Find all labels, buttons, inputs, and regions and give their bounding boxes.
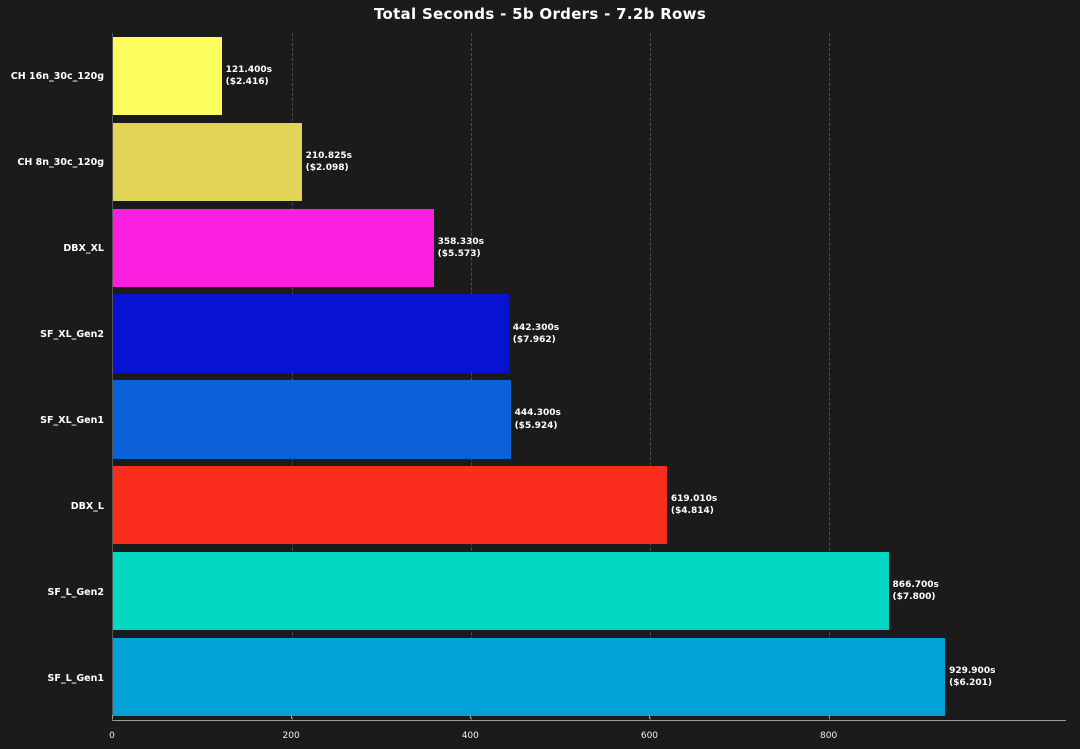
bar[interactable] xyxy=(113,552,889,631)
category-label: CH 16n_30c_120g xyxy=(10,70,104,82)
cost-label: ($5.924) xyxy=(514,420,558,431)
bar[interactable] xyxy=(113,466,667,545)
x-tick-mark xyxy=(828,715,830,719)
x-tick-mark xyxy=(112,715,113,719)
bar-row: 210.825s ($2.098) xyxy=(113,119,1066,205)
seconds-label: 444.300s xyxy=(514,408,561,419)
category-label: DBX_L xyxy=(70,500,104,512)
x-tick-mark xyxy=(291,715,293,719)
cost-label: ($7.962) xyxy=(512,334,556,345)
bar-row: 619.010s ($4.814) xyxy=(113,462,1066,548)
value-label: 442.300s ($7.962) xyxy=(513,321,559,345)
bar[interactable] xyxy=(113,637,946,717)
x-tick-label: 800 xyxy=(820,731,838,741)
seconds-label: 929.900s xyxy=(949,665,996,676)
bar-row: 444.300s ($5.924) xyxy=(113,377,1066,463)
x-axis-ticks: 0 200 400 600 800 xyxy=(109,715,1066,743)
y-axis-labels: CH 16n_30c_120g CH 8n_30c_120g DBX_XL SF_XL… xyxy=(0,33,104,721)
gridline-x-200 xyxy=(291,33,293,720)
x-tick-label: 0 xyxy=(109,731,115,741)
x-tick-label: 600 xyxy=(640,731,659,741)
bar-row: 121.400s ($2.416) xyxy=(113,33,1066,119)
value-label: 444.300s ($5.924) xyxy=(515,407,561,431)
value-label: 210.825s ($2.098) xyxy=(306,150,352,174)
bar[interactable] xyxy=(113,294,509,373)
bar-row: 929.900s ($6.201) xyxy=(113,634,1066,720)
bar-row: 442.300s ($7.962) xyxy=(113,291,1066,377)
plot-area: 121.400s ($2.416) 210.825s ($2.098) 358.330s… xyxy=(112,33,1066,721)
value-label: 358.330s ($5.573) xyxy=(438,236,484,260)
cost-label: ($4.814) xyxy=(670,506,714,517)
x-tick-mark xyxy=(470,715,472,719)
bar-row: 358.330s ($5.573) xyxy=(113,205,1066,291)
gridline-x-800 xyxy=(828,33,830,720)
seconds-label: 358.330s xyxy=(437,236,484,247)
seconds-label: 866.700s xyxy=(892,580,939,591)
category-label: SF_L_Gen1 xyxy=(47,672,105,684)
value-label: 866.700s ($7.800) xyxy=(893,579,939,603)
seconds-label: 210.825s xyxy=(305,150,352,161)
value-label: 929.900s ($6.201) xyxy=(949,665,995,689)
cost-label: ($7.800) xyxy=(892,592,936,603)
category-label: SF_XL_Gen1 xyxy=(40,414,104,426)
seconds-label: 121.400s xyxy=(225,64,272,75)
bar[interactable] xyxy=(113,36,222,116)
bar[interactable] xyxy=(113,380,511,459)
x-tick-label: 200 xyxy=(282,731,300,741)
cost-label: ($6.201) xyxy=(949,678,993,689)
gridline-x-600 xyxy=(649,33,651,720)
bar[interactable] xyxy=(113,122,302,201)
gridline-x-400 xyxy=(470,33,472,720)
cost-label: ($2.098) xyxy=(305,162,349,173)
value-label: 121.400s ($2.416) xyxy=(226,64,272,88)
chart-title: Total Seconds - 5b Orders - 7.2b Rows xyxy=(373,5,707,23)
seconds-label: 442.300s xyxy=(512,322,560,333)
bar-row: 866.700s ($7.800) xyxy=(113,548,1066,634)
x-tick-mark xyxy=(649,715,651,719)
category-label: CH 8n_30c_120g xyxy=(17,156,104,168)
x-tick-label: 400 xyxy=(461,731,479,741)
category-label: SF_XL_Gen2 xyxy=(40,328,104,340)
bar[interactable] xyxy=(113,208,434,287)
category-label: DBX_XL xyxy=(63,242,104,254)
cost-label: ($2.416) xyxy=(225,76,269,87)
seconds-label: 619.010s xyxy=(670,494,718,505)
category-label: SF_L_Gen2 xyxy=(47,586,105,598)
cost-label: ($5.573) xyxy=(437,248,481,259)
value-label: 619.010s ($4.814) xyxy=(671,493,717,517)
bar-rows: 121.400s ($2.416) 210.825s ($2.098) 358.330s… xyxy=(113,33,1066,720)
